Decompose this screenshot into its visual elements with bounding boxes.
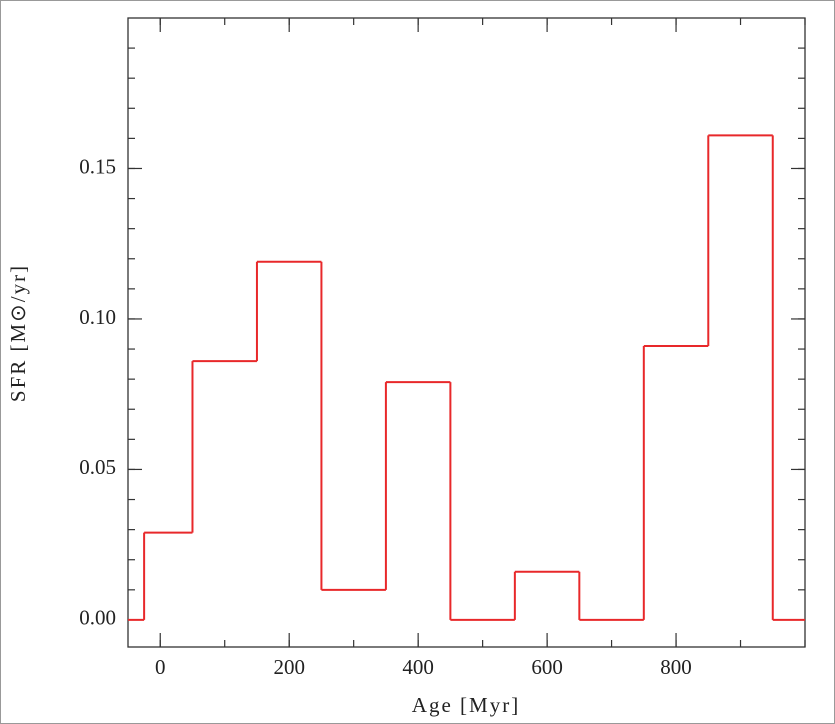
y-tick-label: 0.00 <box>79 606 116 630</box>
y-axis-label: SFR [M⊙/yr] <box>6 264 30 402</box>
plot-frame <box>127 17 806 648</box>
x-tick-label: 600 <box>531 655 563 679</box>
x-tick-label: 200 <box>273 655 305 679</box>
y-tick-label: 0.15 <box>79 154 116 178</box>
x-axis-label: Age [Myr] <box>412 693 520 717</box>
x-tick-label: 800 <box>660 655 692 679</box>
y-tick-label: 0.05 <box>79 455 116 479</box>
y-tick-label: 0.10 <box>79 305 116 329</box>
x-tick-label: 0 <box>155 655 166 679</box>
x-tick-label: 400 <box>402 655 434 679</box>
